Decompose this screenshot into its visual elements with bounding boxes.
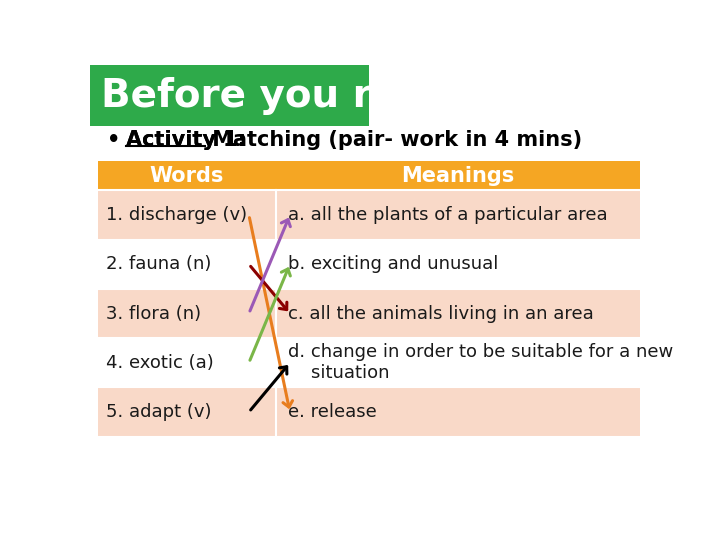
Text: Activity 1:: Activity 1:: [126, 130, 246, 150]
Text: Meanings: Meanings: [402, 166, 515, 186]
Text: 3. flora (n): 3. flora (n): [106, 305, 201, 322]
Text: Activity 1:: Activity 1:: [126, 130, 246, 150]
FancyBboxPatch shape: [98, 190, 640, 240]
FancyBboxPatch shape: [98, 387, 640, 437]
Text: 1. discharge (v): 1. discharge (v): [106, 206, 247, 224]
Text: 4. exotic (a): 4. exotic (a): [106, 354, 213, 372]
Text: d. change in order to be suitable for a new
    situation: d. change in order to be suitable for a …: [287, 343, 673, 382]
Text: 5. adapt (v): 5. adapt (v): [106, 403, 211, 421]
Text: a. all the plants of a particular area: a. all the plants of a particular area: [287, 206, 607, 224]
Text: 2. fauna (n): 2. fauna (n): [106, 255, 211, 273]
FancyBboxPatch shape: [98, 240, 640, 289]
FancyBboxPatch shape: [98, 161, 640, 190]
Text: •: •: [107, 130, 127, 150]
Text: e. release: e. release: [287, 403, 377, 421]
Text: b. exciting and unusual: b. exciting and unusual: [287, 255, 498, 273]
FancyBboxPatch shape: [90, 65, 369, 126]
FancyBboxPatch shape: [98, 289, 640, 338]
Text: Matching (pair- work in 4 mins): Matching (pair- work in 4 mins): [204, 130, 582, 150]
Text: Before you read: Before you read: [101, 77, 452, 114]
Text: Words: Words: [150, 166, 224, 186]
FancyBboxPatch shape: [98, 338, 640, 387]
Text: c. all the animals living in an area: c. all the animals living in an area: [287, 305, 593, 322]
